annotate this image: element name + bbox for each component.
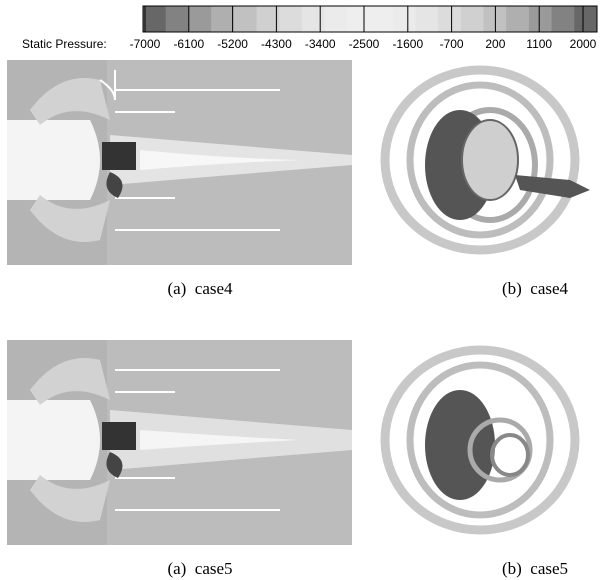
color-bar bbox=[142, 5, 598, 33]
color-swatch bbox=[165, 6, 189, 32]
color-swatch bbox=[506, 6, 530, 32]
color-swatch bbox=[256, 6, 280, 32]
vortex-image bbox=[380, 345, 580, 535]
legend-label: Static Pressure: bbox=[22, 37, 107, 51]
color-swatch bbox=[211, 6, 235, 32]
caption: (a) case5 bbox=[167, 559, 232, 578]
color-bar-label: 1100 bbox=[526, 37, 552, 51]
color-bar-label: -700 bbox=[440, 37, 464, 51]
color-swatch bbox=[392, 6, 416, 32]
color-bar-label: -5200 bbox=[217, 37, 248, 51]
color-swatch bbox=[460, 6, 484, 32]
color-bar-frame bbox=[142, 5, 598, 33]
color-swatch bbox=[143, 6, 167, 32]
color-bar-label: -2500 bbox=[349, 37, 380, 51]
color-swatch bbox=[438, 6, 462, 32]
color-swatch bbox=[233, 6, 257, 32]
caption: (b) case5 bbox=[502, 559, 568, 578]
color-swatch bbox=[324, 6, 348, 32]
vortex-image bbox=[380, 65, 590, 255]
color-bar-label: -3400 bbox=[305, 37, 336, 51]
contour-image bbox=[7, 340, 352, 545]
contour-image bbox=[7, 60, 352, 265]
color-swatch bbox=[347, 6, 371, 32]
color-bar-label: 200 bbox=[485, 37, 505, 51]
color-bar-label: -7000 bbox=[130, 37, 161, 51]
color-swatch bbox=[188, 6, 212, 32]
color-swatch bbox=[528, 6, 553, 32]
color-bar-label: -1600 bbox=[392, 37, 423, 51]
caption: (a) case4 bbox=[167, 279, 233, 298]
color-swatch bbox=[301, 6, 326, 32]
color-bar-label: -4300 bbox=[261, 37, 292, 51]
color-swatch bbox=[415, 6, 439, 32]
color-bar-label: -6100 bbox=[173, 37, 204, 51]
color-swatch bbox=[370, 6, 394, 32]
color-bar-label: 2000 bbox=[570, 37, 597, 51]
caption: (b) case4 bbox=[502, 279, 569, 298]
color-swatch bbox=[551, 6, 575, 32]
color-swatch bbox=[574, 6, 598, 32]
color-swatch bbox=[279, 6, 303, 32]
